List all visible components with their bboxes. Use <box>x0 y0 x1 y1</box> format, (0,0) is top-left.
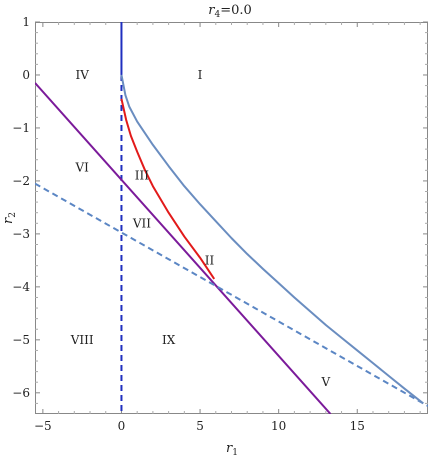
region-label-iii: III <box>135 169 149 183</box>
x-tick-label: 5 <box>196 419 204 433</box>
chart-title: r4=0.0 <box>208 3 252 20</box>
series-blue-dashed-line <box>35 182 428 407</box>
y-tick-label: −4 <box>12 280 30 294</box>
y-tick-label: −5 <box>12 333 30 347</box>
x-tick-label: 15 <box>350 419 365 433</box>
series-blue-curve <box>120 74 424 405</box>
region-label-v: V <box>320 375 330 389</box>
x-axis-label: r1 <box>226 441 238 458</box>
y-axis-label: r2 <box>1 212 18 224</box>
region-label-ii: II <box>205 253 215 267</box>
y-tick-label: 0 <box>22 68 30 82</box>
plot-frame <box>35 22 428 414</box>
x-tick-label: −5 <box>34 419 52 433</box>
y-tick-label: −3 <box>12 227 30 241</box>
y-tick-label: −2 <box>12 174 30 188</box>
region-label-iv: IV <box>75 68 89 82</box>
x-tick-label: 10 <box>271 419 286 433</box>
region-label-vii: VII <box>132 216 151 230</box>
region-label-ix: IX <box>162 333 176 347</box>
y-tick-label: 1 <box>22 15 30 29</box>
y-tick-label: −1 <box>12 121 30 135</box>
region-label-viii: VIII <box>70 333 94 347</box>
region-label-i: I <box>198 68 203 82</box>
x-tick-label: 0 <box>118 419 126 433</box>
region-label-vi: VI <box>74 161 89 175</box>
y-tick-label: −6 <box>12 386 30 400</box>
series-purple-line <box>35 82 332 414</box>
series-red-curve <box>120 98 216 280</box>
